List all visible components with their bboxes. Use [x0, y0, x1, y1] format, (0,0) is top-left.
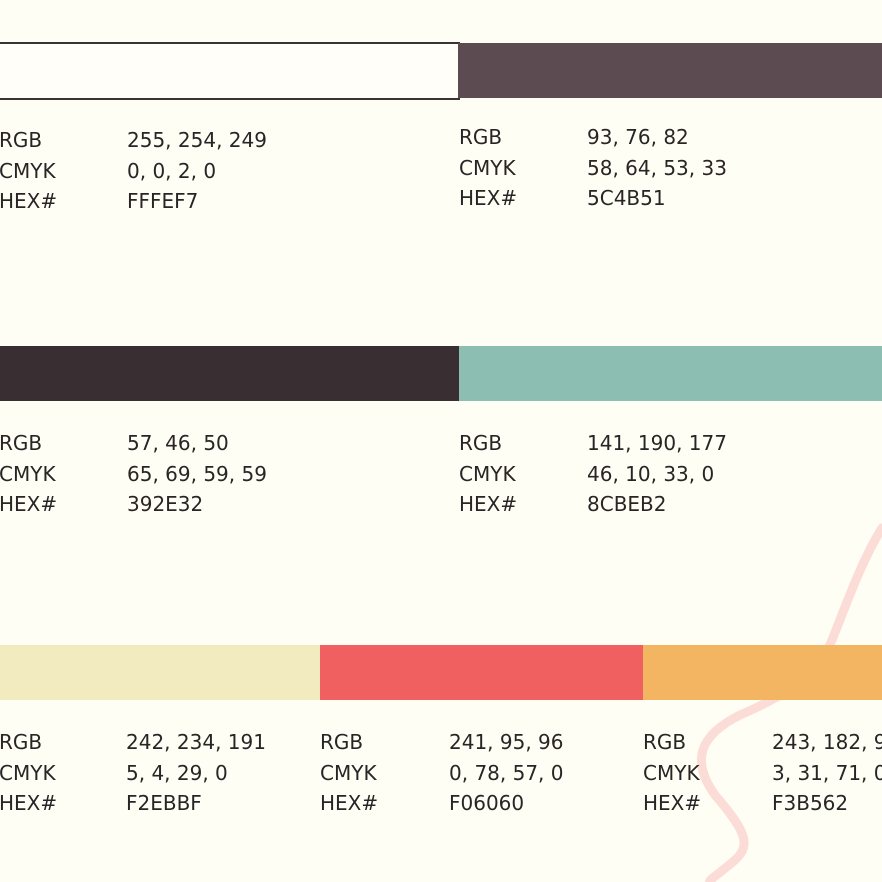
cmyk-value: 0, 0, 2, 0 [127, 158, 217, 183]
color-swatch-f06060 [320, 645, 643, 700]
rgb-value: 93, 76, 82 [587, 125, 689, 149]
cmyk-value: 0, 78, 57, 0 [449, 760, 564, 785]
rgb-value: 243, 182, 98 [772, 730, 882, 754]
cmyk-label: CMYK [0, 158, 56, 183]
rgb-value: 141, 190, 177 [587, 431, 727, 455]
hex-label: HEX# [0, 189, 58, 213]
rgb-label: RGB [459, 125, 503, 149]
rgb-label: RGB [0, 730, 43, 754]
rgb-label: RGB [643, 730, 687, 754]
cmyk-label: CMYK [643, 760, 700, 785]
hex-value: F06060 [449, 791, 525, 815]
hex-value: 8CBEB2 [587, 492, 667, 516]
cmyk-value: 58, 64, 53, 33 [587, 155, 727, 180]
rgb-label: RGB [0, 431, 43, 455]
hex-label: HEX# [0, 492, 58, 516]
rgb-value: 242, 234, 191 [126, 730, 266, 754]
hex-label: HEX# [459, 492, 518, 516]
cmyk-label: CMYK [459, 461, 516, 486]
color-swatch-fffef7 [0, 42, 460, 100]
cmyk-value: 5, 4, 29, 0 [126, 760, 228, 785]
hex-label: HEX# [320, 791, 379, 815]
color-swatch-f3b562 [643, 645, 882, 700]
cmyk-value: 3, 31, 71, 0 [772, 760, 882, 785]
rgb-label: RGB [0, 128, 43, 152]
color-swatch-f2ebbf [0, 645, 320, 700]
rgb-label: RGB [459, 431, 503, 455]
rgb-value: 241, 95, 96 [449, 730, 564, 754]
hex-value: FFFEF7 [127, 189, 199, 213]
squiggle-line [696, 523, 882, 882]
rgb-value: 57, 46, 50 [127, 431, 229, 455]
color-swatch-5c4b51 [458, 43, 882, 98]
hex-label: HEX# [459, 186, 518, 210]
cmyk-value: 46, 10, 33, 0 [587, 461, 715, 486]
color-swatch-8cbeb2 [459, 346, 882, 401]
cmyk-label: CMYK [320, 760, 377, 785]
hex-value: 5C4B51 [587, 186, 666, 210]
cmyk-label: CMYK [0, 760, 56, 785]
cmyk-value: 65, 69, 59, 59 [127, 461, 267, 486]
hex-value: 392E32 [127, 492, 204, 516]
color-swatch-392e32 [0, 346, 459, 401]
hex-value: F2EBBF [126, 791, 202, 815]
cmyk-label: CMYK [0, 461, 56, 486]
rgb-value: 255, 254, 249 [127, 128, 267, 152]
cmyk-label: CMYK [459, 155, 516, 180]
hex-value: F3B562 [772, 791, 849, 815]
rgb-label: RGB [320, 730, 364, 754]
hex-label: HEX# [0, 791, 58, 815]
hex-label: HEX# [643, 791, 702, 815]
